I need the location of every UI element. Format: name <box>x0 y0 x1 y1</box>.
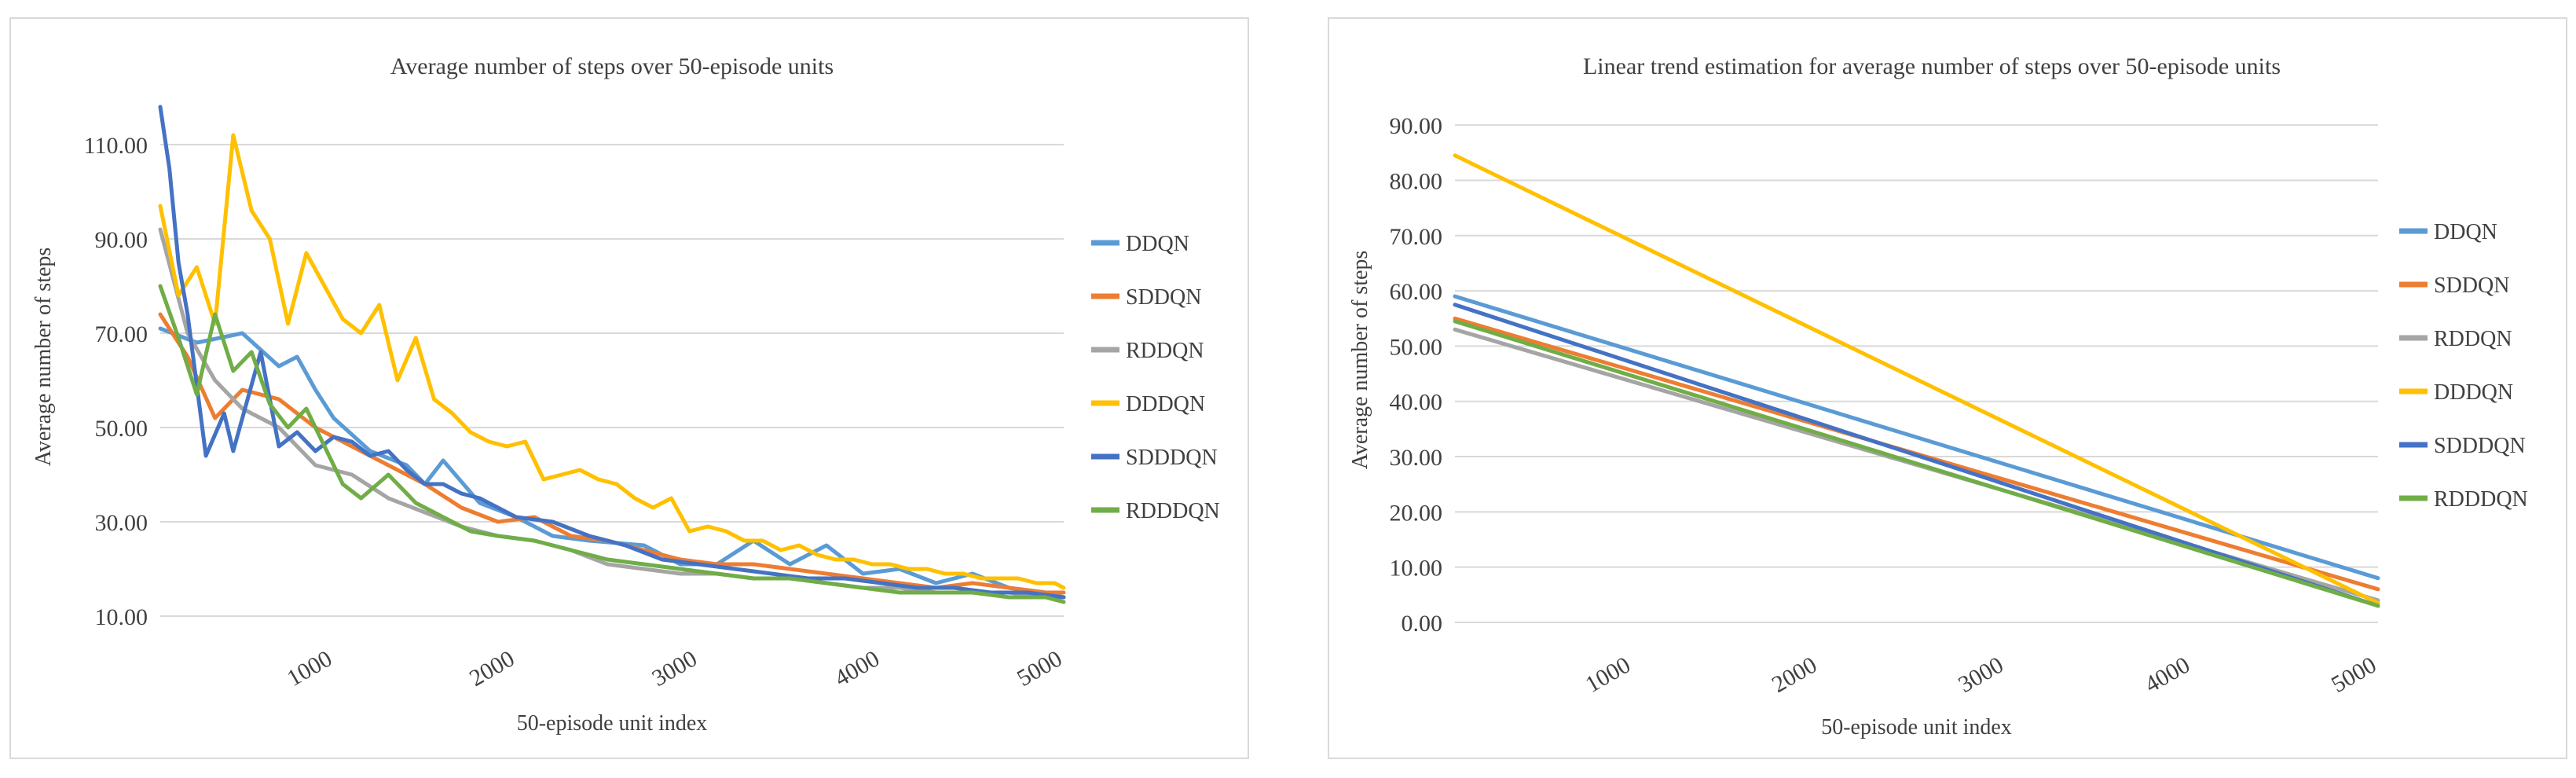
series-line-dddqn <box>158 133 1066 590</box>
x-tick-label: 5000 <box>1013 645 1066 692</box>
y-tick-label: 0.00 <box>1402 611 1443 637</box>
series-line-dddqn <box>1453 153 2380 605</box>
y-tick-label: 10.00 <box>1390 556 1443 582</box>
x-axis-label: 50-episode unit index <box>517 711 708 736</box>
x-tick-label: 5000 <box>2327 651 2380 698</box>
legend-label: SDDDQN <box>2434 434 2526 458</box>
line-chart-steps: Average number of steps over 50-episode … <box>31 53 1220 736</box>
chart-title: Average number of steps over 50-episode … <box>390 53 834 79</box>
series-line-sdddqn <box>1453 303 2380 608</box>
y-tick-label: 70.00 <box>95 321 148 347</box>
x-tick-label: 4000 <box>830 645 884 692</box>
y-tick-label: 40.00 <box>1390 390 1443 416</box>
x-axis-label: 50-episode unit index <box>1821 715 2012 739</box>
y-tick-label: 70.00 <box>1390 224 1443 250</box>
series-line-ddqn <box>1453 294 2380 581</box>
series-line-sdddqn <box>158 105 1066 600</box>
y-tick-label: 60.00 <box>1390 279 1443 305</box>
y-tick-label: 90.00 <box>95 227 148 253</box>
legend-label: SDDQN <box>2434 273 2509 298</box>
y-tick-label: 30.00 <box>95 510 148 536</box>
legend-label: SDDDQN <box>1126 446 1218 470</box>
legend-label: DDQN <box>2434 220 2497 244</box>
series-line-rdddqn <box>158 284 1066 604</box>
y-tick-label: 10.00 <box>95 604 148 630</box>
y-tick-label: 80.00 <box>1390 168 1443 194</box>
series-line-rdddqn <box>1453 319 2380 608</box>
x-tick-label: 2000 <box>1768 651 1821 698</box>
line-chart-trend: Linear trend estimation for average numb… <box>1348 53 2528 739</box>
legend-label: RDDDQN <box>2434 487 2528 512</box>
x-tick-label: 3000 <box>1954 651 2007 698</box>
chart-title: Linear trend estimation for average numb… <box>1583 53 2281 79</box>
x-tick-label: 1000 <box>1581 651 1635 698</box>
legend-label: DDDQN <box>2434 380 2513 405</box>
y-axis-label: Average number of steps <box>1348 251 1372 470</box>
legend-label: RDDDQN <box>1126 499 1220 523</box>
legend-label: SDDQN <box>1126 285 1201 310</box>
x-tick-label: 2000 <box>465 645 518 692</box>
legend-label: DDQN <box>1126 232 1189 256</box>
y-tick-label: 90.00 <box>1390 113 1443 139</box>
y-axis-label: Average number of steps <box>31 248 56 467</box>
legend-label: RDDQN <box>1126 339 1204 363</box>
chart-panel-trend: Linear trend estimation for average numb… <box>1328 17 2567 759</box>
x-tick-label: 3000 <box>647 645 701 692</box>
y-tick-label: 30.00 <box>1390 445 1443 471</box>
y-tick-label: 50.00 <box>95 416 148 442</box>
legend-label: DDDQN <box>1126 392 1205 417</box>
x-tick-label: 1000 <box>283 645 336 692</box>
chart-panel-steps: Average number of steps over 50-episode … <box>9 17 1249 759</box>
legend-label: RDDQN <box>2434 327 2512 351</box>
y-tick-label: 110.00 <box>84 133 148 159</box>
series-line-ddqn <box>158 326 1066 600</box>
y-tick-label: 50.00 <box>1390 334 1443 360</box>
y-tick-label: 20.00 <box>1390 500 1443 526</box>
x-tick-label: 4000 <box>2141 651 2194 698</box>
